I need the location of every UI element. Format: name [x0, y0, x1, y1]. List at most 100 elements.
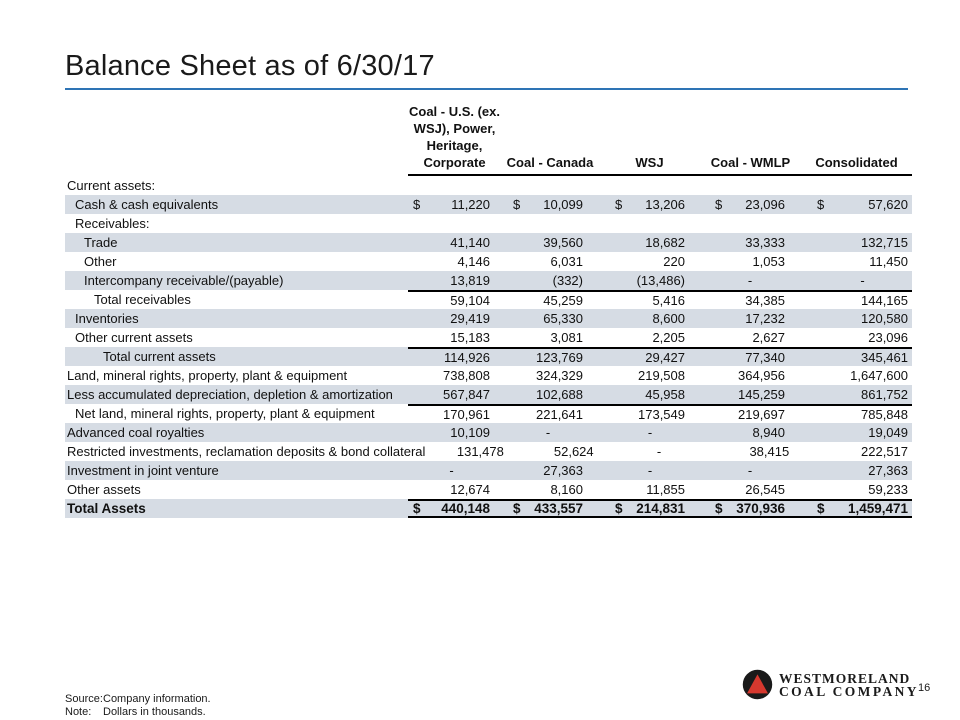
cell-value: 8,160: [550, 482, 583, 497]
source-text: Company information.: [103, 693, 211, 705]
cell-value: 144,165: [861, 293, 908, 308]
table-row-total-assets: Total Assets $440,148 $433,557 $214,831 …: [65, 499, 912, 518]
cell-value: 45,259: [543, 293, 583, 308]
currency-symbol: $: [615, 197, 623, 212]
row-label: Net land, mineral rights, property, plan…: [75, 406, 375, 421]
cell-value: 221,641: [536, 407, 583, 422]
column-header-line: WSJ), Power,: [413, 121, 496, 136]
table-row: Net land, mineral rights, property, plan…: [65, 404, 912, 423]
table-row: Intercompany receivable/(payable) 13,819…: [65, 271, 912, 290]
cell-value: 57,620: [868, 197, 908, 212]
cell-value: 345,461: [861, 350, 908, 365]
cell-value: 27,363: [543, 463, 583, 478]
currency-symbol: $: [413, 501, 421, 516]
cell-value: 33,333: [745, 235, 785, 250]
cell-value: 11,450: [869, 254, 908, 269]
table-row: Restricted investments, reclamation depo…: [65, 442, 912, 461]
balance-sheet-table: Coal - U.S. (ex. WSJ), Power, Heritage, …: [65, 98, 912, 518]
row-label: Advanced coal royalties: [67, 425, 205, 440]
cell-value: 26,545: [745, 482, 785, 497]
row-label: Inventories: [75, 311, 139, 326]
row-label: Investment in joint venture: [67, 463, 219, 478]
cell-value: 132,715: [861, 235, 908, 250]
cell-value: 120,580: [861, 311, 908, 326]
cell-value: 123,769: [536, 350, 583, 365]
cell-value: 4,146: [457, 254, 490, 269]
currency-symbol: $: [715, 197, 723, 212]
cell-value: 440,148: [441, 501, 490, 516]
table-row: Cash & cash equivalents $11,220 $10,099 …: [65, 195, 912, 214]
currency-symbol: $: [413, 197, 421, 212]
column-header-coal-wmlp: Coal - WMLP: [710, 155, 791, 170]
cell-value: 1,053: [752, 254, 785, 269]
column-header-line: Coal - U.S. (ex.: [408, 104, 501, 119]
cell-value: (332): [552, 273, 583, 288]
currency-symbol: $: [513, 501, 521, 516]
cell-value: 2,627: [752, 330, 785, 345]
row-label: Total Assets: [67, 501, 146, 516]
table-row: Advanced coal royalties 10,109 - - 8,940…: [65, 423, 912, 442]
currency-symbol: $: [715, 501, 723, 516]
cell-value: 3,081: [550, 330, 583, 345]
cell-value: -: [656, 444, 662, 459]
cell-value: -: [747, 273, 753, 288]
cell-value: 219,508: [638, 368, 685, 383]
table-row: Inventories 29,419 65,330 8,600 17,232 1…: [65, 309, 912, 328]
row-label: Cash & cash equivalents: [75, 197, 219, 212]
cell-value: -: [545, 425, 551, 440]
cell-value: 27,363: [868, 463, 908, 478]
row-label: Other: [84, 254, 117, 269]
cell-value: 29,427: [645, 350, 685, 365]
cell-value: 19,049: [868, 425, 908, 440]
cell-value: 1,459,471: [847, 501, 908, 516]
cell-value: 11,220: [451, 197, 490, 212]
page-number: 16: [918, 682, 931, 694]
row-label: Total current assets: [103, 349, 216, 364]
column-header-coal-us: Coal - U.S. (ex. WSJ), Power, Heritage, …: [408, 98, 501, 174]
row-label: Receivables:: [75, 216, 150, 231]
table-row: Investment in joint venture - 27,363 - -…: [65, 461, 912, 480]
currency-symbol: $: [513, 197, 521, 212]
cell-value: 10,109: [450, 425, 490, 440]
cell-value: 324,329: [536, 368, 583, 383]
currency-symbol: $: [817, 501, 825, 516]
cell-value: 861,752: [861, 387, 908, 402]
table-row: Less accumulated depreciation, depletion…: [65, 385, 912, 404]
cell-value: 2,205: [652, 330, 685, 345]
cell-value: 23,096: [745, 197, 785, 212]
cell-value: -: [747, 463, 753, 478]
row-label: Trade: [84, 235, 118, 250]
cell-value: -: [449, 463, 454, 478]
cell-value: 23,096: [868, 330, 908, 345]
page-title: Balance Sheet as of 6/30/17: [65, 50, 435, 82]
cell-value: 59,233: [868, 482, 908, 497]
cell-value: 220: [663, 254, 685, 269]
cell-value: 102,688: [536, 387, 583, 402]
cell-value: 39,560: [543, 235, 583, 250]
column-header-consolidated: Consolidated: [815, 155, 898, 170]
cell-value: 13,819: [450, 273, 490, 288]
cell-value: -: [860, 273, 865, 288]
cell-value: 785,848: [861, 407, 908, 422]
row-label: Land, mineral rights, property, plant & …: [67, 368, 348, 383]
table-row: Total current assets 114,926 123,769 29,…: [65, 347, 912, 366]
cell-value: 45,958: [645, 387, 685, 402]
cell-value: 8,940: [752, 425, 785, 440]
cell-value: 222,517: [861, 444, 909, 459]
source-note: Source: Company information.: [65, 693, 211, 706]
cell-value: 433,557: [534, 501, 583, 516]
row-label: Current assets:: [67, 178, 156, 193]
row-label: Restricted investments, reclamation depo…: [67, 444, 426, 459]
cell-value: 214,831: [636, 501, 685, 516]
cell-value: 18,682: [645, 235, 685, 250]
cell-value: 8,600: [652, 311, 685, 326]
cell-value: 10,099: [543, 197, 583, 212]
logo-company-name-line1: WESTMORELAND: [779, 670, 911, 686]
header-underline: [408, 174, 912, 176]
westmoreland-logo: WESTMORELAND COAL COMPANY: [742, 669, 919, 700]
cell-value: 173,549: [638, 407, 685, 422]
cell-value: 6,031: [550, 254, 583, 269]
logo-text: WESTMORELAND COAL COMPANY: [779, 670, 919, 698]
currency-symbol: $: [615, 501, 623, 516]
cell-value: -: [647, 463, 653, 478]
